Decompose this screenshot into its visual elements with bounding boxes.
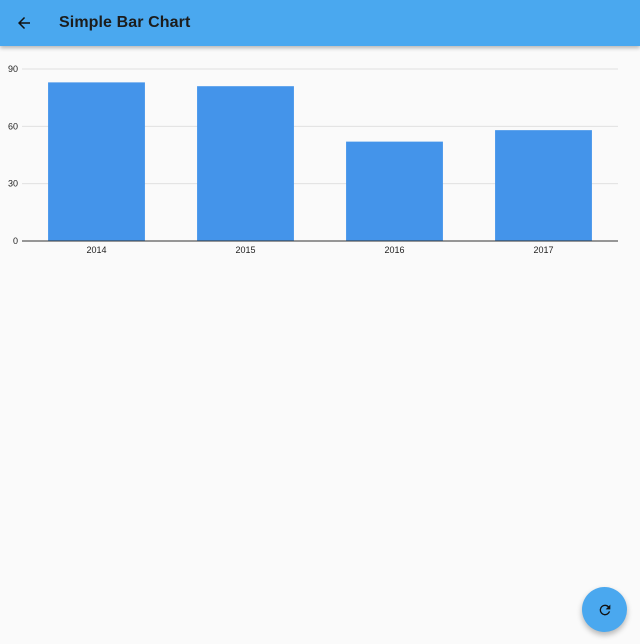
y-tick-label: 30 (8, 179, 18, 189)
bar-2015[interactable] (197, 86, 294, 241)
bar-2016[interactable] (346, 141, 443, 241)
x-tick-label: 2014 (86, 245, 106, 255)
back-button[interactable] (8, 7, 40, 39)
x-tick-label: 2016 (384, 245, 404, 255)
page-title: Simple Bar Chart (59, 14, 191, 31)
y-tick-label: 0 (13, 236, 18, 246)
refresh-button[interactable] (582, 587, 627, 632)
bar-2014[interactable] (48, 82, 145, 241)
label-layer: 0 30 60 90 2014 2015 2016 2017 (8, 64, 554, 255)
app-bar: Simple Bar Chart (0, 0, 640, 46)
y-tick-label: 60 (8, 121, 18, 131)
x-tick-label: 2015 (235, 245, 255, 255)
bar-chart: 0 30 60 90 2014 2015 2016 2017 (8, 64, 618, 255)
refresh-icon (599, 604, 610, 615)
arrow-left-icon (18, 17, 30, 29)
y-tick-label: 90 (8, 64, 18, 74)
bar-layer (48, 82, 592, 241)
bar-2017[interactable] (495, 130, 592, 241)
x-tick-label: 2017 (533, 245, 553, 255)
